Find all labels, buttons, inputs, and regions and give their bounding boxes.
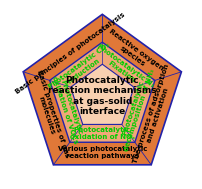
Text: Photocatalytic CO₂
reduction: Photocatalytic CO₂ reduction — [47, 42, 115, 95]
Text: The process of adsorption
and activation: The process of adsorption and activation — [132, 63, 177, 166]
Polygon shape — [50, 42, 155, 142]
Text: Various photocatalytic
reaction pathways: Various photocatalytic reaction pathways — [58, 146, 147, 159]
Text: Photocatalytic
reaction mechanisms
at gas-solid
interface: Photocatalytic reaction mechanisms at ga… — [48, 76, 157, 116]
Text: Photocatalytic
decomposition of NH₃: Photocatalytic decomposition of NH₃ — [117, 66, 156, 152]
Text: Reactive oxygen
species: Reactive oxygen species — [104, 29, 165, 78]
Polygon shape — [71, 64, 134, 124]
Text: Basic principles of photocatalysis: Basic principles of photocatalysis — [14, 11, 126, 95]
Text: Photocatalytic N₂
Fixation: Photocatalytic N₂ Fixation — [92, 43, 155, 94]
Text: Basic properties of gas
molecules: Basic properties of gas molecules — [30, 69, 70, 160]
Text: Photocatalytic
oxidation of NOₓ: Photocatalytic oxidation of NOₓ — [70, 127, 135, 140]
Polygon shape — [23, 14, 181, 165]
Text: Photocatalytic
oxidation of VOCs: Photocatalytic oxidation of VOCs — [51, 73, 85, 144]
